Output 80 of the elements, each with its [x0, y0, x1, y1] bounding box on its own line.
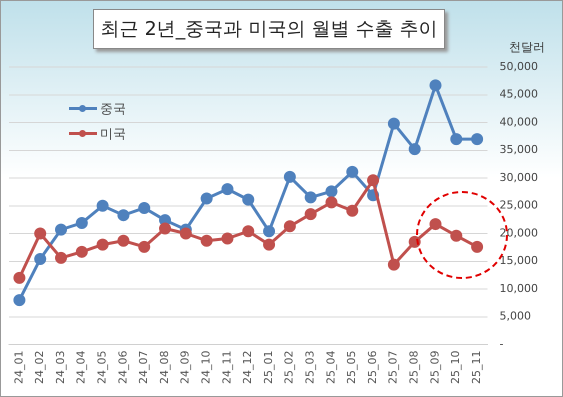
legend-label: 중국 [100, 100, 126, 118]
point [242, 225, 254, 238]
x-tick-label: 25_09 [428, 350, 442, 384]
point [138, 202, 150, 214]
point [242, 194, 254, 206]
point [367, 174, 380, 186]
y-tick-label: 25,000 [500, 198, 538, 212]
point [200, 234, 213, 247]
point [471, 240, 484, 253]
point [55, 252, 68, 264]
x-tick-label: 24_10 [200, 350, 213, 384]
x-tick-label: 25_02 [282, 350, 296, 384]
point [159, 222, 172, 235]
point [388, 118, 400, 130]
y-tick-label: 10,000 [500, 282, 538, 295]
x-tick-label: 24_07 [137, 350, 150, 384]
x-tick-label: 24_11 [220, 350, 234, 384]
point [55, 224, 68, 236]
point [34, 253, 46, 266]
x-tick-label: 25_07 [386, 350, 400, 384]
point [221, 183, 234, 196]
x-tick-label: 24_12 [241, 350, 254, 384]
point [325, 185, 338, 198]
x-tick-label: 25_08 [408, 350, 421, 384]
y-tick-label: - [500, 337, 504, 350]
point [96, 238, 109, 251]
x-tick-label: 25_10 [449, 350, 462, 384]
point [388, 258, 400, 271]
y-tick-label: 40,000 [500, 115, 538, 128]
x-tick-label: 25_04 [324, 350, 338, 384]
y-tick-label: 5,000 [500, 310, 532, 323]
point [304, 208, 317, 220]
x-tick-label: 24_05 [95, 350, 108, 384]
x-tick-label: 25_05 [345, 350, 358, 384]
y-tick-label: 20,000 [500, 226, 538, 240]
point [408, 143, 421, 156]
y-tick-label: 50,000 [500, 60, 538, 73]
chart-title: 최근 2년_중국과 미국의 월별 수출 추이 [93, 9, 445, 49]
x-tick-label: 25_03 [304, 350, 317, 384]
point [346, 166, 358, 178]
point [76, 246, 88, 258]
y-axis-title: 천달러 [509, 39, 545, 56]
point [450, 133, 462, 146]
point [346, 204, 358, 217]
point [180, 228, 192, 240]
point [76, 216, 88, 229]
point [263, 238, 276, 251]
legend-label: 미국 [100, 126, 126, 142]
x-tick-label: 24_01 [12, 350, 26, 384]
point [304, 191, 317, 204]
point [430, 79, 442, 92]
point [138, 240, 150, 253]
point [450, 230, 462, 242]
y-tick-label: 30,000 [500, 170, 538, 184]
x-tick-label: 25_01 [262, 350, 275, 384]
point [200, 192, 213, 205]
point [471, 133, 484, 146]
x-tick-label: 24_09 [178, 350, 192, 384]
x-tick-label: 24_06 [116, 350, 130, 384]
point [13, 272, 26, 284]
point [34, 228, 46, 240]
x-tick-label: 24_08 [158, 350, 171, 384]
point [117, 234, 130, 247]
point [284, 220, 296, 232]
y-tick-label: 45,000 [500, 88, 538, 101]
y-tick-label: 35,000 [500, 143, 538, 156]
point [325, 196, 338, 208]
point [263, 225, 276, 238]
x-tick-label: 24_03 [54, 350, 67, 384]
point [13, 294, 26, 306]
x-tick-label: 25_06 [366, 350, 379, 384]
point [221, 232, 234, 244]
point [430, 218, 442, 230]
x-tick-label: 25_11 [470, 350, 483, 384]
x-tick-label: 24_04 [74, 350, 88, 384]
x-tick-label: 24_02 [33, 350, 46, 384]
y-tick-label: 15,000 [500, 254, 538, 268]
point [117, 209, 130, 222]
point [96, 200, 109, 212]
point [284, 170, 296, 183]
